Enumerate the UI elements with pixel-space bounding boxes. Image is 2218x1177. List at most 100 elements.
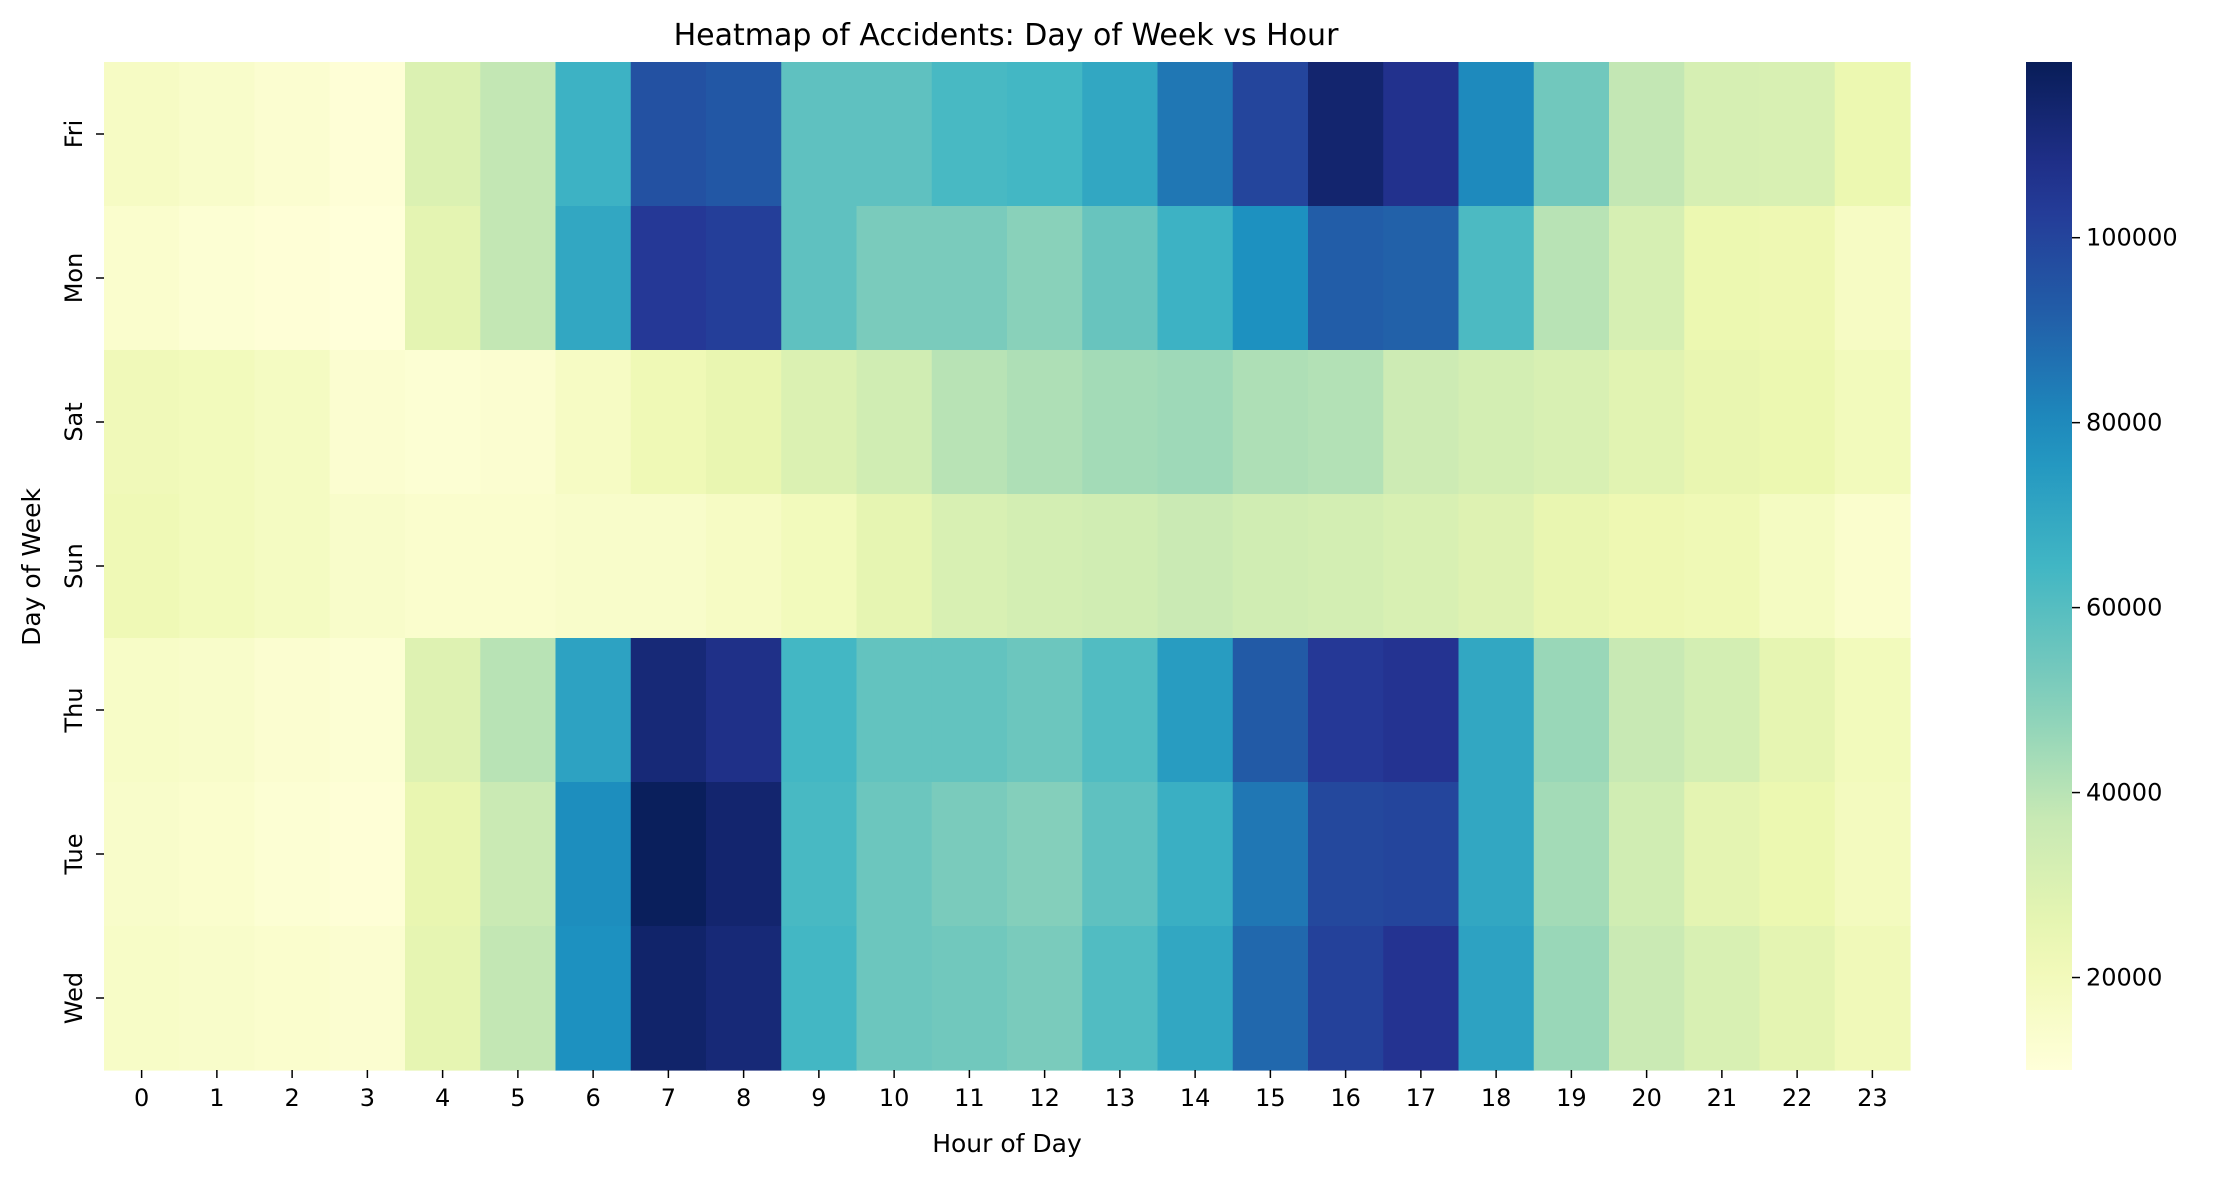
heatmap-cell-Fri-9: [781, 62, 858, 207]
heatmap-cell-Tue-9: [781, 782, 858, 927]
heatmap-cell-Thu-20: [1609, 638, 1685, 783]
heatmap-cell-Thu-11: [931, 638, 1008, 783]
heatmap-cell-Mon-1: [179, 206, 256, 351]
heatmap-cell-Sat-2: [254, 350, 331, 495]
heatmap-cell-Wed-19: [1533, 926, 1610, 1071]
x-tick-label-19: 19: [1556, 1084, 1587, 1112]
heatmap-cell-Sat-17: [1383, 350, 1460, 495]
heatmap-cell-Wed-7: [630, 926, 707, 1071]
heatmap-cell-Thu-4: [405, 638, 481, 783]
heatmap-cell-Mon-23: [1834, 206, 1911, 351]
heatmap-cell-Fri-13: [1082, 62, 1159, 207]
heatmap-cell-Mon-3: [329, 206, 406, 351]
heatmap-cell-Sun-11: [931, 494, 1008, 639]
heatmap-cell-Thu-16: [1308, 638, 1384, 783]
heatmap-cell-Mon-15: [1232, 206, 1309, 351]
heatmap-cell-Mon-11: [931, 206, 1008, 351]
heatmap-cell-Sun-0: [104, 494, 180, 639]
heatmap-cell-Tue-8: [706, 782, 782, 927]
heatmap-cell-Thu-5: [480, 638, 557, 783]
heatmap-cell-Sun-22: [1759, 494, 1836, 639]
heatmap-cell-Tue-19: [1533, 782, 1610, 927]
heatmap-cell-Sat-21: [1684, 350, 1761, 495]
heatmap-cell-Wed-20: [1609, 926, 1685, 1071]
heatmap-cell-Sun-21: [1684, 494, 1761, 639]
heatmap-cell-Sat-11: [931, 350, 1008, 495]
heatmap-cell-Mon-16: [1308, 206, 1384, 351]
x-axis-label: Hour of Day: [932, 1129, 1082, 1158]
heatmap-cell-Tue-3: [329, 782, 406, 927]
heatmap-cell-Sat-0: [104, 350, 180, 495]
heatmap-cell-Mon-17: [1383, 206, 1460, 351]
heatmap-cell-Thu-13: [1082, 638, 1159, 783]
heatmap-cell-Sat-7: [630, 350, 707, 495]
heatmap-cell-Sat-1: [179, 350, 256, 495]
heatmap-cell-Thu-17: [1383, 638, 1460, 783]
heatmap-cell-Thu-0: [104, 638, 180, 783]
heatmap-cell-Thu-1: [179, 638, 256, 783]
heatmap-cell-Fri-23: [1834, 62, 1911, 207]
heatmap-cell-Thu-21: [1684, 638, 1761, 783]
heatmap-cell-Wed-22: [1759, 926, 1836, 1071]
heatmap-cell-Thu-19: [1533, 638, 1610, 783]
heatmap-cell-Wed-10: [856, 926, 933, 1071]
heatmap-cell-Sun-19: [1533, 494, 1610, 639]
x-tick-label-8: 8: [736, 1084, 751, 1112]
heatmap-cell-Thu-22: [1759, 638, 1836, 783]
x-tick-label-11: 11: [954, 1084, 985, 1112]
heatmap-cell-Tue-22: [1759, 782, 1836, 927]
x-tick-label-6: 6: [585, 1084, 600, 1112]
y-tick-label-Wed: Wed: [60, 972, 88, 1024]
heatmap-cell-Sun-15: [1232, 494, 1309, 639]
heatmap-cell-Fri-15: [1232, 62, 1309, 207]
heatmap-cell-Mon-6: [555, 206, 632, 351]
heatmap-cell-Thu-8: [706, 638, 782, 783]
x-tick-label-12: 12: [1029, 1084, 1060, 1112]
heatmap-cell-Sat-4: [405, 350, 481, 495]
heatmap-cell-Sun-14: [1157, 494, 1234, 639]
x-tick-label-3: 3: [360, 1084, 375, 1112]
heatmap-cell-Mon-21: [1684, 206, 1761, 351]
heatmap-cell-Mon-18: [1458, 206, 1535, 351]
x-tick-label-15: 15: [1255, 1084, 1286, 1112]
heatmap-cell-Mon-22: [1759, 206, 1836, 351]
heatmap-cell-Thu-18: [1458, 638, 1535, 783]
heatmap-cell-Fri-1: [179, 62, 256, 207]
x-tick-label-13: 13: [1105, 1084, 1136, 1112]
heatmap-cell-Tue-13: [1082, 782, 1159, 927]
heatmap-cell-Tue-10: [856, 782, 933, 927]
heatmap-cell-Thu-7: [630, 638, 707, 783]
heatmap-cell-Sun-17: [1383, 494, 1460, 639]
heatmap-cell-Thu-23: [1834, 638, 1911, 783]
heatmap-cell-Sat-16: [1308, 350, 1384, 495]
heatmap-cells: [104, 62, 1911, 1071]
heatmap-cell-Tue-5: [480, 782, 557, 927]
heatmap-cell-Fri-3: [329, 62, 406, 207]
heatmap-cell-Tue-18: [1458, 782, 1535, 927]
heatmap-cell-Sat-9: [781, 350, 858, 495]
heatmap-cell-Fri-19: [1533, 62, 1610, 207]
heatmap-cell-Tue-20: [1609, 782, 1685, 927]
heatmap-cell-Fri-5: [480, 62, 557, 207]
heatmap-cell-Wed-14: [1157, 926, 1234, 1071]
heatmap-cell-Fri-2: [254, 62, 331, 207]
heatmap-cell-Thu-14: [1157, 638, 1234, 783]
heatmap-cell-Thu-2: [254, 638, 331, 783]
heatmap-cell-Wed-23: [1834, 926, 1911, 1071]
heatmap-cell-Tue-23: [1834, 782, 1911, 927]
heatmap-cell-Sun-2: [254, 494, 331, 639]
heatmap-cell-Tue-17: [1383, 782, 1460, 927]
heatmap-cell-Mon-8: [706, 206, 782, 351]
heatmap-cell-Thu-15: [1232, 638, 1309, 783]
heatmap-cell-Mon-9: [781, 206, 858, 351]
heatmap-cell-Sat-22: [1759, 350, 1836, 495]
heatmap-cell-Mon-19: [1533, 206, 1610, 351]
heatmap-cell-Fri-18: [1458, 62, 1535, 207]
heatmap-cell-Wed-6: [555, 926, 632, 1071]
heatmap-cell-Fri-6: [555, 62, 632, 207]
y-tick-label-Sun: Sun: [60, 543, 88, 589]
heatmap-cell-Sun-8: [706, 494, 782, 639]
heatmap-cell-Fri-7: [630, 62, 707, 207]
x-tick-label-5: 5: [510, 1084, 525, 1112]
heatmap-cell-Sun-13: [1082, 494, 1159, 639]
